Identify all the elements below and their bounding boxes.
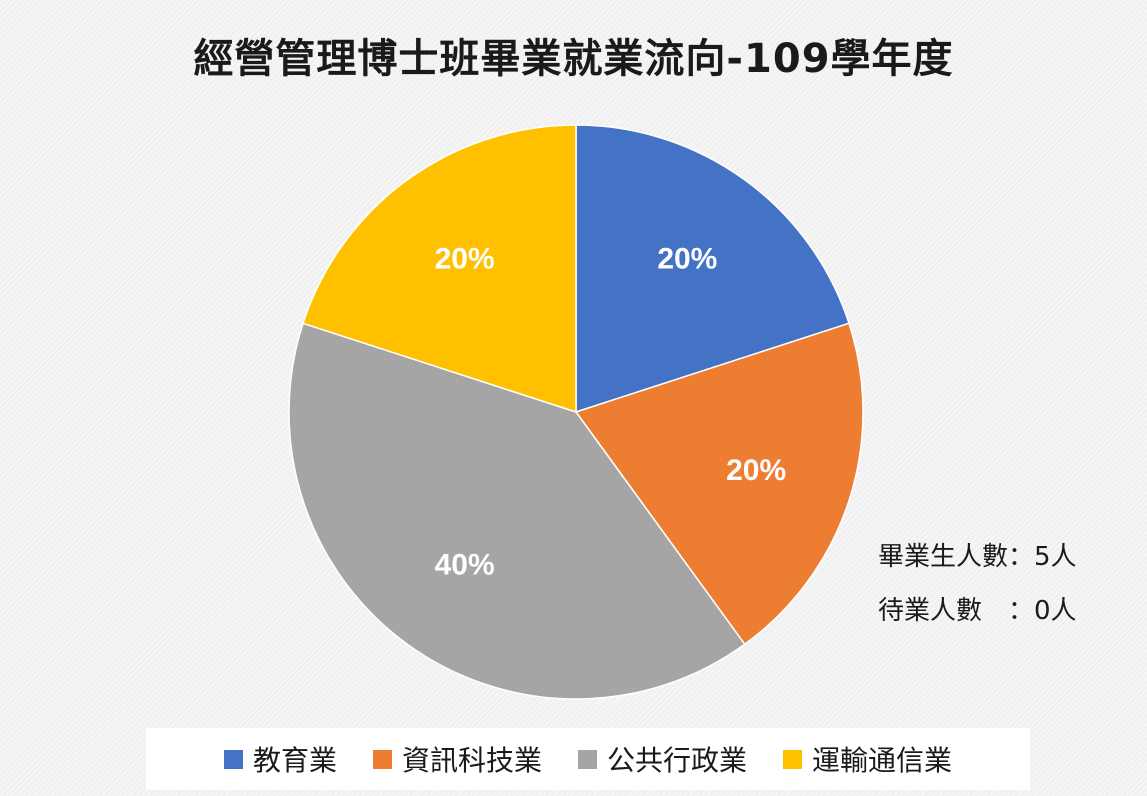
pie-slice-transport (302, 124, 577, 414)
legend-swatch-it (372, 749, 392, 769)
legend-swatch-transport (783, 749, 803, 769)
legend-item-public-admin: 公共行政業 (578, 739, 747, 779)
legend-swatch-education (223, 749, 243, 769)
data-label-it: 20% (726, 454, 786, 487)
legend-item-education: 教育業 (223, 739, 337, 779)
legend-label-it: 資訊科技業 (401, 744, 542, 777)
chart-title: 經營管理博士班畢業就業流向-109學年度 (193, 36, 954, 82)
legend-label-public-admin: 公共行政業 (607, 744, 748, 777)
pie-slice-it (574, 322, 864, 646)
legend-label-education: 教育業 (252, 744, 337, 777)
graduates-count-text: 畢業生人數：5人 (878, 542, 1077, 572)
legend-item-it: 資訊科技業 (372, 739, 542, 779)
legend-item-transport: 運輸通信業 (783, 739, 952, 779)
legend-label-transport: 運輸通信業 (812, 744, 953, 777)
chart-legend: 教育業 資訊科技業 公共行政業 運輸通信業 (146, 728, 1030, 790)
data-label-public-admin: 40% (435, 549, 495, 582)
pie-slice-public-admin (288, 322, 746, 700)
pie-slice-education (575, 124, 850, 414)
data-label-transport: 20% (435, 242, 495, 275)
unemployed-count-text: 待業人數 ：0人 (878, 596, 1077, 626)
data-label-education: 20% (657, 242, 717, 275)
legend-swatch-public-admin (578, 749, 597, 769)
